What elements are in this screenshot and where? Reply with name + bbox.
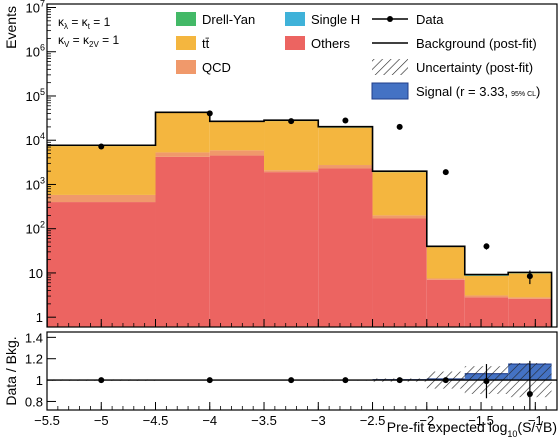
bar-tt-4 [318, 127, 373, 166]
ratio-tick-label-0: 0.8 [25, 394, 43, 409]
x-axis-label-sub: 10 [507, 429, 517, 439]
legend-uncertaintypostfit-label: Uncertainty (post-fit) [416, 60, 533, 75]
bar-qcd-7 [464, 295, 509, 298]
kappa-annotation-1: κλ = κt = 1 [58, 15, 111, 31]
x-axis-label-main: Pre-fit expected log [387, 419, 508, 435]
legend-qcd-swatch [176, 60, 196, 74]
y-tick-label-3: 103 [26, 175, 45, 192]
y-axis-label: Events [3, 6, 19, 49]
bar-others-2 [209, 155, 265, 327]
ratio-point-1 [206, 377, 213, 384]
ratio-panel-frame [46, 331, 558, 411]
x-tick-label-8: −1.5 [468, 413, 494, 428]
data-point-6 [483, 243, 490, 250]
y-tick-label-6: 106 [26, 43, 45, 60]
data-point-2 [288, 118, 295, 125]
legend-data-label: Data [416, 12, 444, 27]
legend-tt-swatch [176, 36, 196, 50]
x-axis-label: Pre-fit expected log10(S/√B) [387, 419, 557, 439]
legend-tt-label: tt̄ [202, 36, 210, 51]
bar-tt-0 [47, 146, 156, 195]
ratio-tick-label-1: 1 [36, 373, 43, 388]
bar-others-8 [508, 298, 552, 327]
ratio-point-6 [483, 378, 490, 385]
legend: Drell-Yan Single H Data tt̄ Others Background… [176, 12, 540, 100]
data-point-0 [98, 143, 105, 150]
data-point-4 [396, 123, 403, 130]
ratio-point-4 [396, 377, 403, 384]
kappa-annotation-2: κV = κ2V = 1 [58, 33, 120, 49]
data-point-1 [206, 110, 213, 117]
x-tick-label-1: −5 [94, 413, 109, 428]
y-tick-label-4: 104 [26, 131, 45, 148]
ratio-point-5 [442, 377, 449, 384]
background-stack [47, 112, 552, 327]
background-total-line [47, 111, 553, 327]
bar-qcd-3 [264, 170, 319, 173]
bar-tt-5 [372, 172, 427, 216]
ratio-point-2 [288, 377, 295, 384]
x-tick-label-9: −1 [528, 413, 543, 428]
x-axis-label-suffix: (S/√B) [517, 419, 557, 435]
bar-qcd-4 [318, 165, 373, 169]
data-points [98, 110, 533, 285]
y-tick-label-7: 107 [26, 0, 45, 16]
bar-qcd-1 [155, 152, 210, 157]
legend-backgroundpostfit-label: Background (post-fit) [416, 36, 537, 51]
x-tick-label-5: −3 [311, 413, 326, 428]
legend-uncertaintypostfit-swatch [372, 59, 408, 75]
bar-qcd-2 [209, 150, 265, 156]
bar-tt-7 [464, 275, 509, 296]
legend-singleh-label: Single H [311, 12, 360, 27]
bar-others-3 [264, 172, 319, 327]
data-point-5 [442, 169, 449, 176]
axes: −5.5 −5 −4.5 −4 −3.5 −3 −2.5 −2 −1.5 −1 1 10 102 103 1… [25, 0, 558, 428]
bar-others-7 [464, 297, 509, 327]
bar-qcd-5 [372, 215, 427, 219]
y-tick-label-1: 10 [29, 266, 43, 281]
legend-drellyan-label: Drell-Yan [202, 12, 255, 27]
x-tick-label-2: −4.5 [143, 413, 169, 428]
x-tick-label-3: −4 [202, 413, 217, 428]
bar-tt-6 [426, 247, 465, 279]
bar-qcd-6 [426, 278, 465, 280]
legend-data-marker [387, 16, 393, 22]
bar-tt-2 [209, 121, 265, 151]
x-tick-label-7: −2 [419, 413, 434, 428]
bar-others-1 [155, 156, 210, 327]
main-panel-frame [46, 3, 558, 328]
ratio-tick-label-2: 1.2 [25, 352, 43, 367]
ratio-point-3 [342, 377, 349, 384]
legend-signalr-label: Signal (r = 3.33, 95% CL) [416, 84, 540, 99]
bar-others-6 [426, 279, 465, 327]
ratio-y-axis-label: Data / Bkg. [3, 336, 19, 405]
bar-qcd-0 [47, 194, 156, 203]
ratio-point-0 [98, 377, 105, 384]
legend-others-label: Others [311, 36, 351, 51]
x-tick-label-4: −3.5 [251, 413, 277, 428]
background-step-line [47, 111, 553, 327]
ratio-point-7 [526, 390, 533, 397]
bar-tt-3 [264, 121, 319, 171]
data-point-3 [342, 117, 349, 124]
bar-others-0 [47, 202, 156, 327]
x-tick-label-6: −2.5 [360, 413, 386, 428]
bar-qcd-8 [508, 297, 552, 299]
bar-tt-1 [155, 112, 210, 153]
legend-singleh-swatch [285, 12, 305, 26]
ratio-panel-content [47, 360, 557, 410]
legend-qcd-label: QCD [202, 60, 231, 75]
y-tick-label-2: 102 [26, 220, 45, 237]
ratio-tick-label-3: 1.4 [25, 330, 43, 345]
bar-others-5 [372, 218, 427, 327]
legend-others-swatch [285, 36, 305, 50]
legend-drellyan-swatch [176, 12, 196, 26]
x-tick-label-0: −5.5 [34, 413, 60, 428]
y-tick-label-5: 105 [26, 87, 45, 104]
bar-others-4 [318, 168, 373, 327]
data-point-7 [526, 273, 533, 280]
y-tick-label-0: 1 [36, 310, 43, 325]
legend-signalr-swatch [371, 82, 409, 100]
